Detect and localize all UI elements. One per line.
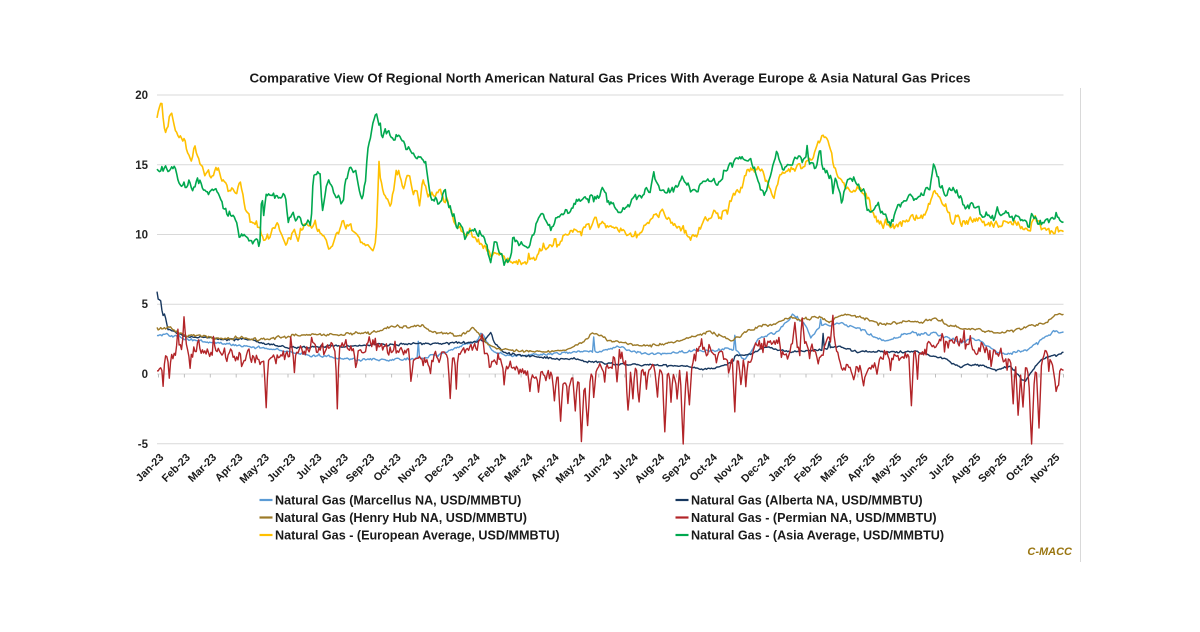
svg-text:C-MACC: C-MACC bbox=[1027, 546, 1073, 558]
svg-text:Natural Gas (Marcellus NA, USD: Natural Gas (Marcellus NA, USD/MMBTU) bbox=[275, 493, 521, 507]
svg-text:15: 15 bbox=[135, 160, 148, 172]
svg-text:0: 0 bbox=[142, 369, 148, 381]
svg-text:5: 5 bbox=[142, 299, 149, 311]
svg-text:Natural Gas - (Permian NA, USD: Natural Gas - (Permian NA, USD/MMBTU) bbox=[691, 511, 937, 525]
svg-text:Natural Gas (Alberta NA, USD/M: Natural Gas (Alberta NA, USD/MMBTU) bbox=[691, 493, 923, 507]
svg-text:10: 10 bbox=[135, 230, 148, 242]
svg-text:-5: -5 bbox=[138, 439, 149, 451]
svg-text:Natural Gas - (European Averag: Natural Gas - (European Average, USD/MMB… bbox=[275, 528, 560, 542]
svg-text:Natural Gas (Henry Hub NA, USD: Natural Gas (Henry Hub NA, USD/MMBTU) bbox=[275, 511, 527, 525]
svg-text:20: 20 bbox=[135, 90, 148, 102]
svg-text:Comparative View Of Regional N: Comparative View Of Regional North Ameri… bbox=[249, 71, 970, 86]
svg-text:Natural Gas - (Asia Average, U: Natural Gas - (Asia Average, USD/MMBTU) bbox=[691, 528, 944, 542]
